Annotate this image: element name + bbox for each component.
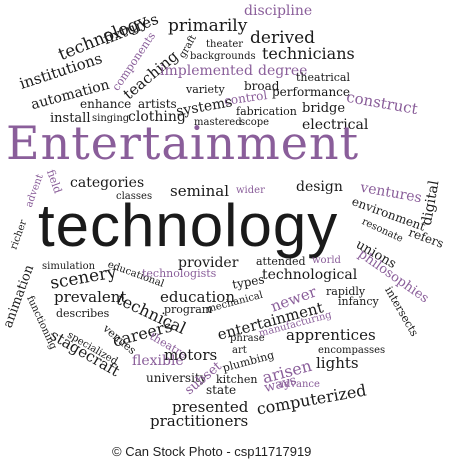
word-seminal: seminal [170, 182, 229, 200]
word-classes: classes [116, 191, 153, 202]
title-technology: technology [38, 192, 339, 259]
word-enhance: enhance [80, 97, 132, 111]
word-program: program [164, 303, 213, 316]
word-types: types [231, 272, 266, 292]
word-infancy: infancy [338, 295, 379, 308]
word-discipline: discipline [244, 3, 313, 19]
word-presented: presented [172, 398, 249, 416]
word-describes: describes [56, 307, 110, 320]
word-theatrical: theatrical [296, 71, 351, 84]
word-state: state [206, 383, 237, 397]
word-wider: wider [236, 185, 265, 196]
word-attended: attended [256, 255, 306, 268]
word-performance: performance [272, 85, 351, 99]
footer: © Can Stock Photo - csp11717919 [0, 440, 450, 462]
word-degree: degree [258, 63, 308, 79]
word-derived: derived [250, 28, 316, 48]
word-broad: broad [244, 79, 280, 93]
word-provider: provider [178, 255, 239, 271]
word-flexible: flexible [132, 353, 184, 369]
word-kitchen: kitchen [216, 373, 258, 386]
word-apprentices: apprentices [286, 326, 376, 344]
copyright-text: © Can Stock Photo - csp11717919 [112, 444, 312, 459]
word-install: install [50, 111, 91, 126]
word-electrical: electrical [302, 117, 369, 133]
word-simulation: simulation [42, 261, 96, 272]
word-art: art [232, 345, 247, 356]
word-university: university [146, 371, 207, 385]
word-backgrounds: backgrounds [190, 51, 256, 62]
word-primarily: primarily [168, 16, 248, 36]
word-singing: singing [92, 113, 130, 124]
word-phrase: phrase [230, 333, 265, 344]
word-education: education [160, 288, 235, 306]
word-mastered: mastered [194, 117, 242, 128]
word-motors: motors [164, 346, 218, 364]
word-rapidly: rapidly [326, 285, 366, 298]
word-refers: refers [406, 225, 446, 251]
word-theater: theater [206, 39, 244, 50]
word-prevalent: prevalent [54, 288, 127, 306]
word-technicians: technicians [262, 44, 355, 63]
word-technological: technological [262, 267, 358, 283]
word-richer: richer [8, 218, 30, 252]
word-technologists: technologists [142, 267, 217, 280]
word-lights: lights [316, 354, 359, 372]
word-bridge: bridge [302, 101, 346, 116]
word-variety: variety [186, 83, 225, 96]
word-design: design [296, 179, 343, 195]
word-clothing: clothing [128, 109, 186, 125]
word-field: field [43, 167, 65, 196]
word-construct: construct [345, 87, 420, 119]
word-practitioners: practitioners [150, 412, 249, 430]
word-encompasses: encompasses [318, 345, 386, 356]
title-entertainment: Entertainment [6, 116, 360, 170]
word-categories: categories [70, 175, 145, 191]
word-artists: artists [138, 97, 177, 111]
word-implemented: implemented [160, 63, 253, 79]
word-fabrication: fabrication [236, 105, 297, 118]
word-world: world [312, 255, 341, 266]
word-advance: advance [278, 379, 320, 390]
word-scope: scope [240, 117, 270, 128]
